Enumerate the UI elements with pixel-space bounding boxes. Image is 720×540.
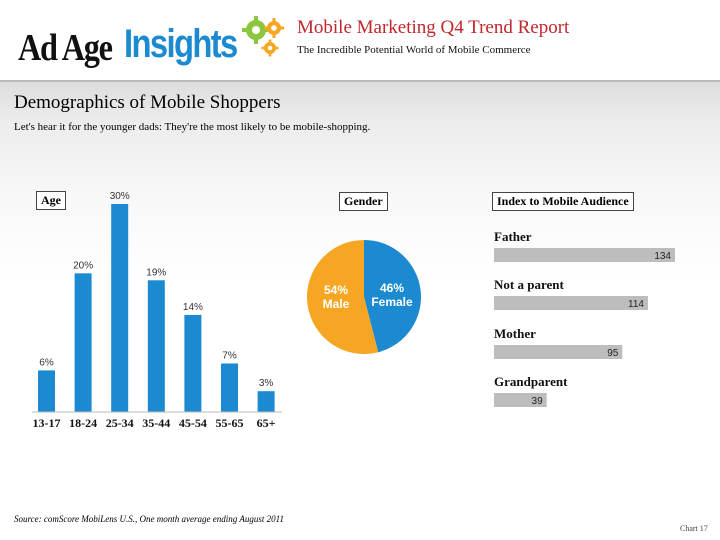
header: Ad Age Insights Mobile Marketing Q4 T [0,0,720,80]
age-value-label: 7% [222,350,237,361]
section-title: Demographics of Mobile Shoppers [14,92,281,113]
source-note: Source: comScore MobiLens U.S., One mont… [14,514,284,524]
chart-number: Chart 17 [680,524,708,533]
pie-category-label: Male [323,297,350,311]
index-bar-not-a-parent [494,296,648,310]
section-subtitle: Let's hear it for the younger dads: They… [14,121,371,133]
age-bar-35-44 [147,280,165,412]
pie-pct-label: 54% [324,283,348,297]
age-bar-65+ [257,391,275,412]
logo-insights-text: Insights [124,22,238,66]
age-bar-55-65 [221,363,238,412]
index-bar-father [494,248,675,262]
index-value-label: 114 [628,299,644,310]
index-category-label: Mother [494,326,536,341]
index-category-label: Not a parent [494,277,564,292]
age-bar-45-54 [184,314,202,412]
pie-pct-label: 46% [380,281,404,295]
ad-age-insights-logo: Ad Age Insights [18,14,288,70]
report-subtitle: The Incredible Potential World of Mobile… [297,44,531,56]
age-bar-25-34 [111,204,129,412]
age-tick-label: 18-24 [69,416,97,430]
age-tick-label: 45-54 [179,416,207,430]
pie-slice-male [306,240,379,355]
age-tick-label: 25-34 [106,416,134,430]
logo-adage-text: Ad Age [18,27,113,69]
age-value-label: 19% [146,267,166,278]
age-value-label: 6% [39,357,54,368]
age-chart-title: Age [36,191,66,210]
gender-chart-title: Gender [339,192,388,211]
report-title: Mobile Marketing Q4 Trend Report [297,17,570,38]
age-tick-label: 55-65 [216,416,244,430]
index-chart-title: Index to Mobile Audience [492,192,634,211]
age-value-label: 20% [73,260,93,271]
age-value-label: 14% [183,302,203,313]
age-tick-label: 65+ [257,416,276,430]
age-value-label: 30% [110,191,130,202]
pie-category-label: Female [371,295,413,309]
band-divider [0,80,720,82]
age-tick-label: 35-44 [142,416,170,430]
age-bar-18-24 [74,273,92,412]
age-bar-13-17 [38,370,55,412]
index-value-label: 95 [607,348,619,359]
index-category-label: Father [494,229,532,244]
index-value-label: 39 [532,396,544,407]
index-value-label: 134 [654,251,671,262]
index-bar-grandparent [494,393,547,407]
index-category-label: Grandparent [494,374,568,389]
index-bar-mother [494,345,623,359]
gears-icon [242,16,284,57]
age-tick-label: 13-17 [33,416,61,430]
age-value-label: 3% [259,378,274,389]
pie-slice-female [364,240,421,353]
